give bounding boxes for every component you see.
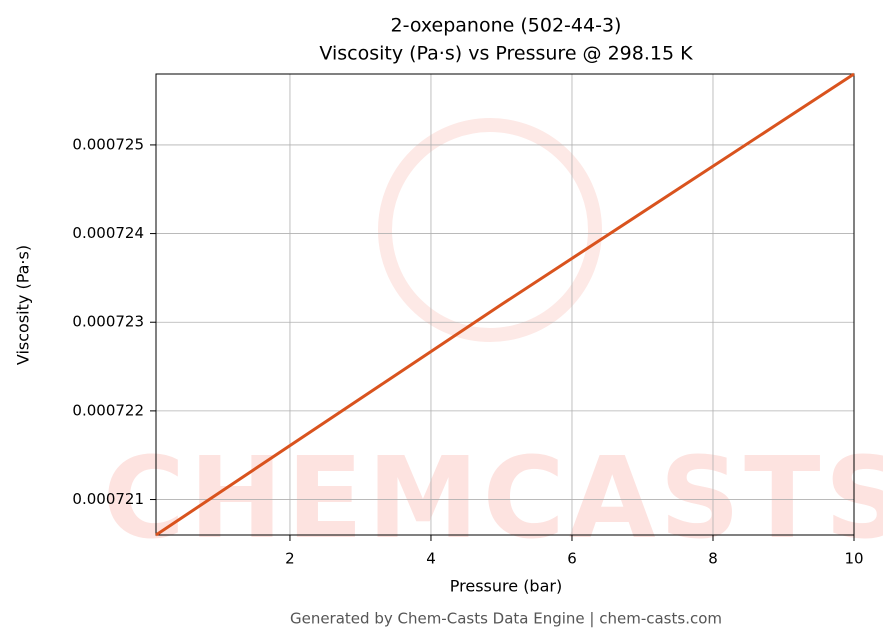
y-tick-label: 0.000721 [72, 490, 144, 508]
chart-title: 2-oxepanone (502-44-3) [391, 15, 622, 37]
y-axis-label: Viscosity (Pa·s) [14, 245, 33, 365]
y-tick-label: 0.000722 [72, 401, 144, 419]
y-tick-label: 0.000724 [72, 224, 144, 242]
y-tick-label: 0.000725 [72, 135, 144, 153]
x-tick-label: 6 [567, 550, 577, 568]
footer: Generated by Chem-Casts Data Engine | ch… [290, 610, 722, 628]
y-tick-label: 0.000723 [72, 313, 144, 331]
watermark: CHEMCASTS [103, 434, 883, 564]
x-axis-label: Pressure (bar) [450, 577, 562, 596]
x-tick-label: 10 [844, 550, 863, 568]
chart-subtitle: Viscosity (Pa·s) vs Pressure @ 298.15 K [319, 43, 693, 65]
x-tick-label: 2 [285, 550, 295, 568]
watermark-logo [378, 118, 602, 342]
x-tick-label: 4 [426, 550, 436, 568]
plot-frame [155, 73, 855, 536]
x-tick-label: 8 [708, 550, 718, 568]
data-line [155, 72, 855, 537]
